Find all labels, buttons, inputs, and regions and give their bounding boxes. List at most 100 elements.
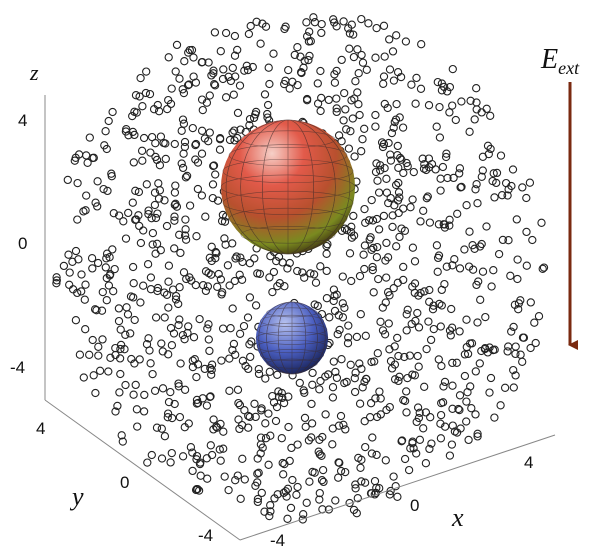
particle [162, 155, 169, 162]
particle [230, 91, 237, 98]
particle [239, 455, 246, 462]
particle [115, 318, 122, 325]
particle [149, 241, 156, 248]
particle [436, 104, 443, 111]
particle [365, 20, 372, 27]
particle [262, 420, 269, 427]
particle [309, 381, 316, 388]
particle [340, 18, 347, 25]
particle [452, 116, 459, 123]
particle [165, 54, 172, 61]
particle [280, 471, 287, 478]
particle [409, 196, 416, 203]
particle [393, 243, 400, 250]
particle [94, 178, 101, 185]
particle [491, 414, 498, 421]
particle [310, 14, 317, 21]
particle [221, 473, 228, 480]
particle [130, 263, 137, 270]
particle [456, 392, 463, 399]
particle [427, 414, 434, 421]
particle [497, 152, 504, 159]
particle [190, 73, 197, 80]
particle [329, 441, 336, 448]
particle [190, 54, 197, 61]
particle [380, 212, 387, 219]
particle [89, 255, 96, 262]
particle [372, 123, 379, 130]
particle [380, 73, 387, 80]
particle [343, 126, 350, 133]
particle [375, 276, 382, 283]
particle [386, 36, 393, 43]
particle [372, 111, 379, 118]
particle [158, 455, 165, 462]
particle [449, 66, 456, 73]
particle [251, 400, 258, 407]
particle [226, 387, 233, 394]
particle [284, 515, 291, 522]
particle [241, 476, 248, 483]
particle [438, 412, 445, 419]
particle [477, 296, 484, 303]
particle [346, 250, 353, 257]
particle [203, 402, 210, 409]
particle [168, 342, 175, 349]
particle [526, 179, 533, 186]
particle [241, 407, 248, 414]
particle [523, 194, 530, 201]
particle [236, 82, 243, 89]
particle [363, 66, 370, 73]
particle [449, 382, 456, 389]
particle [177, 360, 184, 367]
particle [199, 107, 206, 114]
particle [223, 94, 230, 101]
particle [417, 85, 424, 92]
particle [334, 331, 341, 338]
particle [244, 314, 251, 321]
y-tick: 0 [120, 473, 129, 492]
particle [512, 350, 519, 357]
particle [130, 391, 137, 398]
particle [227, 325, 234, 332]
x-tick: 0 [410, 496, 419, 515]
particle [134, 423, 141, 430]
particle [433, 242, 440, 249]
particle [380, 80, 387, 87]
particle [181, 58, 188, 65]
particle [289, 78, 296, 85]
particle [385, 320, 392, 327]
particle [84, 159, 91, 166]
particle [335, 474, 342, 481]
particle [224, 262, 231, 269]
particle [463, 202, 470, 209]
particle [202, 213, 209, 220]
particle [373, 25, 380, 32]
particle [171, 189, 178, 196]
particle [341, 304, 348, 311]
particle [393, 181, 400, 188]
particle [265, 410, 272, 417]
particle [383, 175, 390, 182]
particle [196, 316, 203, 323]
particle [436, 134, 443, 141]
particle [311, 19, 318, 26]
particle [193, 233, 200, 240]
particle [377, 318, 384, 325]
particle [89, 336, 96, 343]
particle [360, 251, 367, 258]
particle [231, 32, 238, 39]
particle [336, 326, 343, 333]
particle [149, 371, 156, 378]
particle [355, 101, 362, 108]
particle [149, 230, 156, 237]
particle [446, 109, 453, 116]
particle [466, 228, 473, 235]
particle [95, 343, 102, 350]
particle [312, 279, 319, 286]
particle [425, 318, 432, 325]
z-label: z [29, 60, 39, 85]
particle [133, 406, 140, 413]
particle [400, 124, 407, 131]
particle [165, 278, 172, 285]
